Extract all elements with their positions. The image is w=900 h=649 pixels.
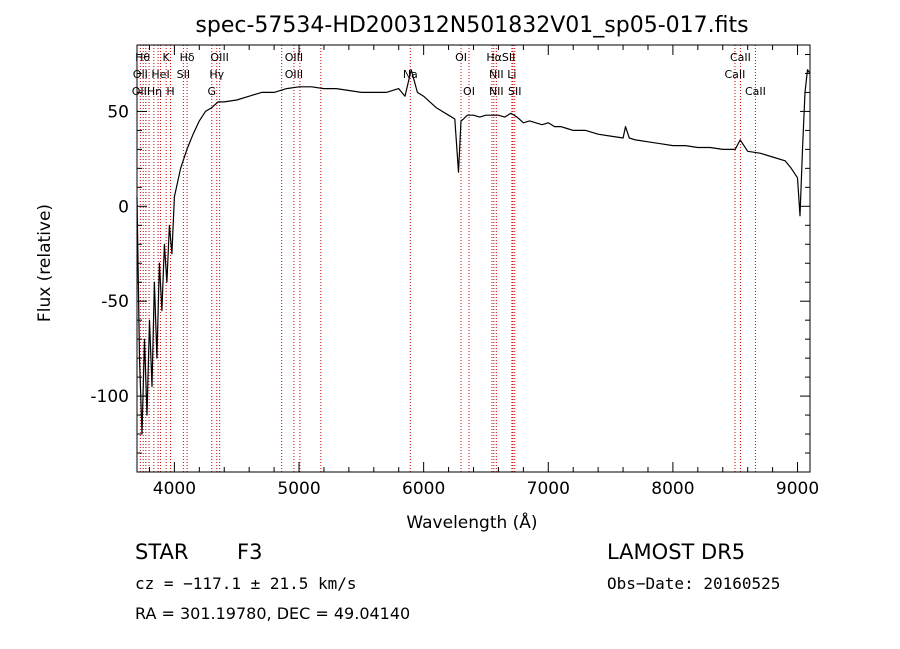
x-axis-label: Wavelength (Å) xyxy=(406,511,537,533)
line-label: Hδ xyxy=(180,51,195,64)
axes: 4000 5000 6000 7000 8000 9000 -100 -50 0 50 xyxy=(90,44,819,499)
line-label: Na xyxy=(403,68,418,81)
line-label: OIII xyxy=(285,51,303,64)
line-label: K xyxy=(163,51,171,64)
line-label: OII xyxy=(133,68,148,81)
line-label: NII xyxy=(489,85,504,98)
x-tick-label: 5000 xyxy=(277,479,320,499)
line-label: H xyxy=(166,85,174,98)
x-tick-label: 7000 xyxy=(527,479,570,499)
y-tick-label: 50 xyxy=(107,102,129,122)
survey-name: LAMOST DR5 xyxy=(607,540,746,564)
line-label: CaII xyxy=(725,68,746,81)
y-axis-label: Flux (relative) xyxy=(35,204,55,322)
x-tick-label: 4000 xyxy=(153,479,196,499)
x-tick-label: 9000 xyxy=(776,479,819,499)
plot-frame xyxy=(136,44,811,473)
object-class: STAR xyxy=(135,540,189,564)
line-label: OIII xyxy=(285,68,303,81)
line-label: OI xyxy=(463,85,475,98)
x-tick-label: 8000 xyxy=(651,479,694,499)
x-tick-label: 6000 xyxy=(402,479,445,499)
y-tick-label: -50 xyxy=(101,292,129,312)
line-label: Hγ xyxy=(209,68,224,81)
y-tick-label: 0 xyxy=(118,197,129,217)
line-label: OIIHη xyxy=(132,85,162,98)
y-tick-label: -100 xyxy=(90,387,129,407)
observation-date: Obs−Date: 20160525 xyxy=(607,574,781,593)
line-label: OIII xyxy=(210,51,228,64)
spectrum-line xyxy=(136,69,811,435)
line-label: G xyxy=(208,85,217,98)
object-subclass: F3 xyxy=(237,540,263,564)
line-label: SII xyxy=(508,85,521,98)
line-label: CaII xyxy=(745,85,766,98)
redshift-value: cz = −117.1 ± 21.5 km/s xyxy=(135,574,357,593)
line-label: Li xyxy=(507,68,516,81)
line-label: OI xyxy=(455,51,467,64)
line-label: HαSII xyxy=(486,51,515,64)
line-label: CaII xyxy=(730,51,751,64)
coordinates: RA = 301.19780, DEC = 49.04140 xyxy=(135,604,411,623)
line-label: HeI xyxy=(151,68,169,81)
spectral-line-markers xyxy=(139,45,756,472)
spectrum-series xyxy=(136,69,811,435)
line-label: NII xyxy=(489,68,504,81)
chart-title: spec-57534-HD200312N501832V01_sp05-017.f… xyxy=(195,13,748,38)
line-label: SII xyxy=(177,68,190,81)
